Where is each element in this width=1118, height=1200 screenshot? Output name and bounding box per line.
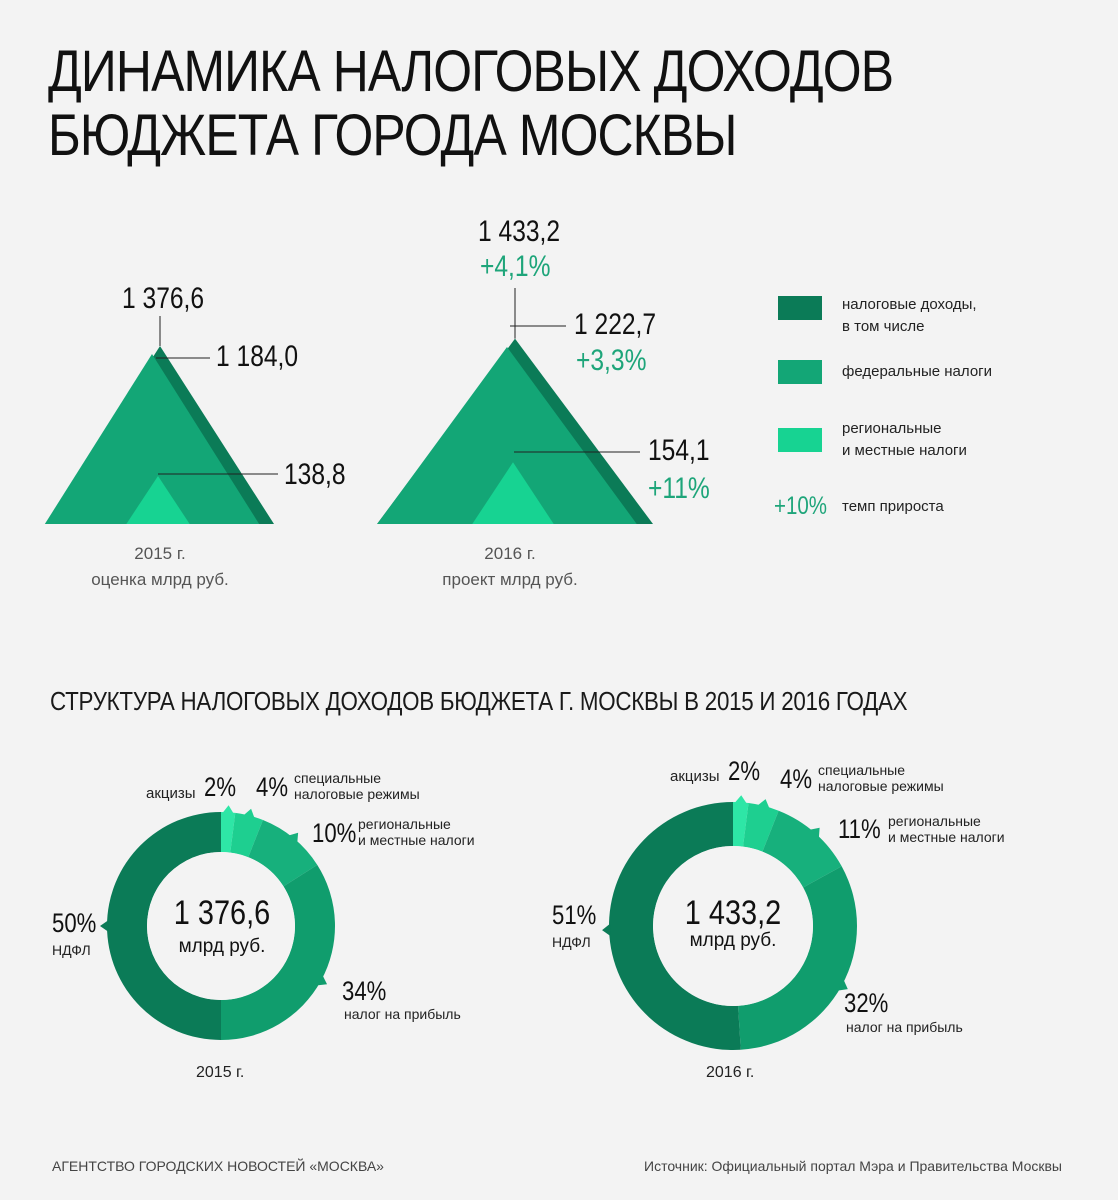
- donut-2016-special-line2: налоговые режимы: [818, 778, 944, 794]
- donut-2016-slice-3: [738, 866, 858, 1050]
- donut-2016-excise-label: акцизы: [670, 768, 720, 785]
- donut-2015-ndfl-pct: 50%: [52, 908, 97, 938]
- donut-2016-excise-pct: 2%: [728, 756, 761, 786]
- donut-2016-profit-pct: 32%: [844, 988, 889, 1018]
- donut-2015-pointer-3: [317, 975, 328, 986]
- donut-2015-hole: [147, 852, 295, 1000]
- donut-2015-slice-0: [221, 812, 236, 853]
- donut-2015-profit-label: налог на прибыль: [344, 1006, 461, 1022]
- donut-2015-excise-label: акцизы: [146, 785, 196, 802]
- mountain-2015-regional: [126, 476, 190, 524]
- legend-total-line2: в том числе: [842, 318, 925, 335]
- section-subtitle: СТРУКТУРА НАЛОГОВЫХ ДОХОДОВ БЮДЖЕТА Г. М…: [50, 686, 908, 716]
- caption-2015-year: 2015 г.: [134, 544, 186, 563]
- mountain-2015-federal: [44, 354, 260, 524]
- label-2016-total-growth: +4,1%: [480, 250, 551, 283]
- footer-agency: АГЕНТСТВО ГОРОДСКИХ НОВОСТЕЙ «МОСКВА»: [52, 1158, 384, 1174]
- donut-2015-special-line2: налоговые режимы: [294, 786, 420, 802]
- donut-2015-slice-1: [230, 812, 263, 858]
- donut-2015-slice-4: [107, 812, 221, 1040]
- legend-total-line1: налоговые доходы,: [842, 296, 977, 313]
- donut-2015-special-label: специальные налоговые режимы: [294, 770, 420, 802]
- donut-2015-center-value: 1 376,6: [173, 894, 271, 932]
- donut-2016-center-value: 1 433,2: [684, 894, 782, 932]
- donut-2016-regional-line1: региональные: [888, 813, 981, 829]
- caption-2016-year: 2016 г.: [484, 544, 536, 563]
- caption-2015: 2015 г. оценка млрд руб.: [60, 541, 260, 593]
- donut-2016-pointer-2: [809, 827, 820, 838]
- legend-swatch-regional: [778, 428, 822, 452]
- donut-2015-profit-pct: 34%: [342, 976, 387, 1006]
- label-2015-total: 1 376,6: [122, 282, 205, 315]
- donut-2016-profit-label: налог на прибыль: [846, 1019, 963, 1035]
- legend-swatch-total: [778, 296, 822, 320]
- legend-label-federal: федеральные налоги: [842, 363, 993, 380]
- donut-2015-pointer-0: [222, 805, 234, 814]
- donut-2015-special-line1: специальные: [294, 770, 382, 786]
- donut-2016-pointer-4: [602, 923, 611, 937]
- donut-2015-regional-label: региональные и местные налоги: [358, 816, 475, 848]
- caption-2016: 2016 г. проект млрд руб.: [410, 541, 610, 593]
- donut-2016-slice-0: [733, 802, 749, 847]
- donut-2016-year: 2016 г.: [706, 1064, 755, 1081]
- donut-2016-special-line1: специальные: [818, 762, 906, 778]
- donut-2015-special-pct: 4%: [256, 772, 289, 802]
- donut-2015-year: 2015 г.: [196, 1064, 245, 1081]
- label-2016-total: 1 433,2: [478, 215, 561, 248]
- donut-2015-regional-line1: региональные: [358, 816, 451, 832]
- donut-2015-slice-3: [221, 864, 336, 1040]
- label-2016-regional-growth: +11%: [648, 472, 710, 505]
- donut-2016-center-unit: млрд руб.: [689, 930, 777, 951]
- donut-2016-pointer-3: [837, 979, 848, 991]
- donut-2015-regional-pct: 10%: [312, 818, 357, 848]
- mountain-2016-federal: [377, 347, 637, 524]
- title-line-2: БЮДЖЕТА ГОРОДА МОСКВЫ: [48, 103, 737, 168]
- donut-2015-slice-2: [248, 820, 318, 887]
- donut-2015-pointer-1: [243, 808, 255, 819]
- legend-swatch-federal: [778, 360, 822, 384]
- label-2016-regional: 154,1: [648, 434, 710, 467]
- donut-2015-pointer-2: [288, 832, 299, 843]
- donut-2016-hole: [653, 846, 813, 1006]
- donut-2016-regional-label: региональные и местные налоги: [888, 813, 1005, 845]
- donut-2015-excise-pct: 2%: [204, 772, 237, 802]
- donut-2015-pointer-4: [100, 920, 109, 932]
- donut-2016-ndfl-pct: 51%: [552, 900, 597, 930]
- footer-source: Источник: Официальный портал Мэра и Прав…: [644, 1158, 1062, 1174]
- donut-2015-regional-line2: и местные налоги: [358, 832, 475, 848]
- legend-growth-sample: +10%: [774, 492, 828, 520]
- legend-regional-line2: и местные налоги: [842, 442, 967, 459]
- donut-2016-slice-4: [609, 802, 741, 1051]
- label-2016-federal: 1 222,7: [574, 308, 657, 341]
- label-2015-federal: 1 184,0: [216, 340, 299, 373]
- legend-growth-label: темп прироста: [842, 498, 944, 515]
- title-line-1: ДИНАМИКА НАЛОГОВЫХ ДОХОДОВ: [48, 39, 894, 104]
- donut-2016-pointer-0: [734, 795, 747, 804]
- donut-2016-pointer-1: [757, 799, 770, 809]
- donut-2015-center-unit: млрд руб.: [178, 936, 266, 957]
- donut-2015-ndfl-label: НДФЛ: [52, 942, 91, 958]
- donut-2016-slice-1: [743, 802, 779, 852]
- label-2016-federal-growth: +3,3%: [576, 344, 647, 377]
- donut-2016-regional-line2: и местные налоги: [888, 829, 1005, 845]
- donut-2016-slice-2: [762, 810, 842, 888]
- label-2015-regional: 138,8: [284, 458, 346, 491]
- legend-label-total: налоговые доходы, в том числе: [842, 294, 977, 338]
- legend-label-regional: региональные и местные налоги: [842, 418, 967, 462]
- donut-2016-regional-pct: 11%: [838, 814, 881, 844]
- mountain-2016-regional: [472, 462, 554, 524]
- donut-2016-special-pct: 4%: [780, 764, 813, 794]
- caption-2015-note: оценка млрд руб.: [91, 570, 229, 589]
- donut-2016-ndfl-label: НДФЛ: [552, 934, 591, 950]
- caption-2016-note: проект млрд руб.: [442, 570, 578, 589]
- legend-regional-line1: региональные: [842, 420, 942, 437]
- page-title: ДИНАМИКА НАЛОГОВЫХ ДОХОДОВ БЮДЖЕТА ГОРОД…: [48, 39, 894, 168]
- donut-2016-special-label: специальные налоговые режимы: [818, 762, 944, 794]
